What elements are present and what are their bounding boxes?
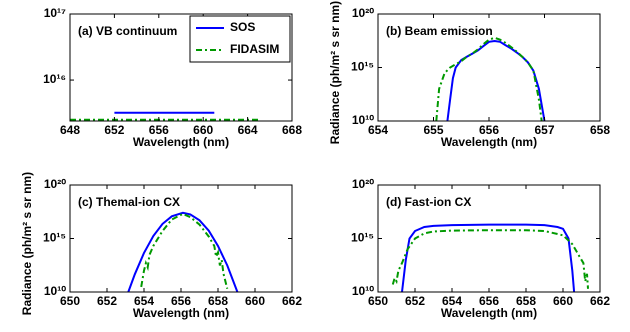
panel: 648 652 656 660 664 668 10¹⁶ 10¹⁷ (a) VB continu… (43, 6, 302, 149)
x-tick-label: 660 (245, 294, 265, 308)
legend-label: FIDASIM (230, 42, 279, 56)
x-tick-label: 662 (282, 294, 302, 308)
series-line (401, 223, 576, 292)
series-line (391, 229, 589, 289)
x-tick-label: 654 (134, 294, 154, 308)
y-tick-label: 10¹⁶ (43, 72, 66, 86)
y-tick-label: 10²⁰ (352, 6, 374, 20)
x-tick-label: 656 (171, 294, 191, 308)
x-tick-label: 652 (104, 123, 124, 137)
x-tick-label: 652 (405, 294, 425, 308)
x-tick-label: 648 (60, 123, 80, 137)
x-tick-label: 654 (368, 123, 388, 137)
x-tick-label: 656 (479, 294, 499, 308)
legend-box (189, 15, 291, 63)
x-tick-label: 656 (149, 123, 169, 137)
x-tick-label: 657 (534, 123, 554, 137)
x-tick-label: 655 (423, 123, 443, 137)
x-axis-label: Wavelength (nm) (133, 135, 229, 149)
panel-title: (c) Themal-ion CX (78, 195, 180, 209)
y-tick-label: 10²⁰ (352, 177, 374, 191)
y-tick-label: 10²⁰ (44, 177, 66, 191)
panel: 650 652 654 656 658 660 662 10¹⁰ 10¹⁵ 10²⁰ (c) The… (20, 172, 302, 320)
series-line (127, 211, 239, 292)
x-axis-label: Wavelength (nm) (133, 306, 229, 320)
x-axis-label: Wavelength (nm) (441, 135, 537, 149)
y-tick-label: 10¹⁷ (44, 6, 66, 20)
y-axis-label: Radiance (ph/m² s sr nm) (328, 1, 342, 144)
y-tick-label: 10¹⁰ (352, 113, 374, 127)
y-axis-label: Radiance (ph/m² s sr nm) (20, 172, 34, 315)
plot-area (70, 185, 292, 292)
x-tick-label: 656 (479, 123, 499, 137)
x-tick-label: 652 (97, 294, 117, 308)
y-tick-label: 10¹⁵ (351, 60, 374, 74)
x-tick-label: 668 (282, 123, 302, 137)
series-line (435, 36, 543, 121)
x-tick-label: 658 (516, 294, 536, 308)
legend: SOS FIDASIM (189, 15, 291, 63)
plot-area (378, 14, 600, 121)
series-line (140, 212, 229, 290)
panel: 650 652 654 656 658 660 662 10¹⁰ 10¹⁵ 10²⁰ (d) Fas… (351, 177, 610, 320)
x-axis-label: Wavelength (nm) (441, 306, 537, 320)
x-tick-label: 654 (442, 294, 462, 308)
x-tick-label: 664 (238, 123, 258, 137)
series-line (446, 39, 546, 121)
y-tick-label: 10¹⁵ (43, 231, 66, 245)
panel-title: (d) Fast-ion CX (386, 195, 471, 209)
x-tick-label: 660 (553, 294, 573, 308)
x-tick-label: 660 (193, 123, 213, 137)
x-tick-label: 658 (590, 123, 610, 137)
x-tick-label: 650 (368, 294, 388, 308)
panel: 654 655 656 657 658 10¹⁰ 10¹⁵ 10²⁰ (b) Beam emis… (328, 1, 610, 149)
y-tick-label: 10¹⁵ (351, 231, 374, 245)
legend-label: SOS (230, 20, 255, 34)
x-tick-label: 662 (590, 294, 610, 308)
x-tick-label: 658 (208, 294, 228, 308)
x-tick-label: 650 (60, 294, 80, 308)
axes-frame (69, 13, 293, 122)
panel-title: (b) Beam emission (386, 24, 493, 38)
y-tick-label: 10¹⁰ (44, 284, 66, 298)
panel-title: (a) VB continuum (78, 24, 177, 38)
y-tick-label: 10¹⁰ (352, 284, 374, 298)
